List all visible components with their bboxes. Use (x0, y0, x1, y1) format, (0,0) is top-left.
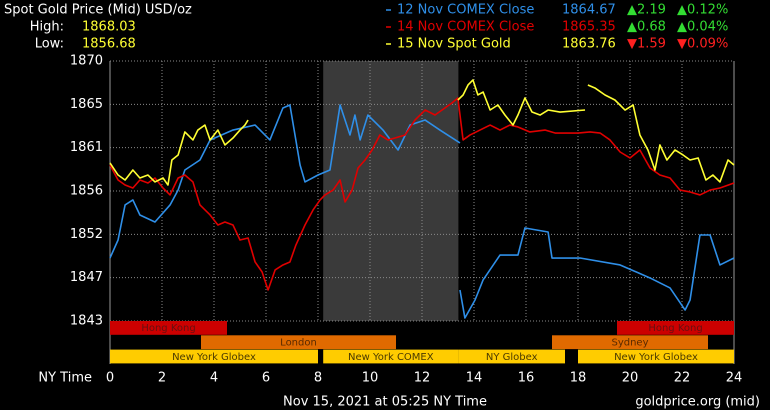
session-bar (578, 349, 734, 364)
legend-name: 15 Nov Spot Gold (397, 37, 511, 52)
x-tick-label: 22 (674, 371, 691, 386)
x-tick-label: 8 (314, 371, 322, 386)
session-label: London (280, 337, 317, 348)
session-bar (323, 349, 459, 364)
session-shade (323, 61, 459, 321)
session-label: NY Globex (486, 352, 538, 363)
high-value: 1868.03 (82, 20, 136, 35)
shade-layer (323, 61, 459, 321)
y-tick-label: 1852 (70, 227, 103, 242)
session-bar (110, 349, 318, 364)
price-line (109, 97, 735, 291)
x-tick-label: 24 (726, 371, 743, 386)
x-tick-label: 10 (362, 371, 379, 386)
x-tick-label: 4 (210, 371, 218, 386)
legend-change-pct: ▼0.09% (677, 37, 728, 52)
x-tick-label: 20 (622, 371, 639, 386)
session-label: Hong Kong (648, 323, 702, 334)
session-bar (201, 335, 396, 350)
source: goldprice.org (mid) (635, 395, 760, 410)
legend-close: 1863.76 (562, 37, 616, 52)
y-tick-label: 1847 (70, 270, 103, 285)
legend-change: ▼1.59 (627, 37, 666, 52)
session-bar (458, 349, 565, 364)
x-tick-label: 0 (106, 371, 114, 386)
legend-name: 12 Nov COMEX Close (397, 3, 534, 18)
x-tick-label: 6 (262, 371, 270, 386)
session-bar (617, 321, 734, 335)
session-label: New York Globex (614, 352, 698, 363)
legend-change: ▲0.68 (627, 20, 666, 35)
timestamp: Nov 15, 2021 at 05:25 NY Time (283, 395, 487, 410)
chart-title: Spot Gold Price (Mid) USD/oz (4, 3, 192, 18)
legend-change-pct: ▲0.04% (677, 20, 728, 35)
y-tick-label: 1843 (70, 314, 103, 329)
price-line (109, 104, 735, 319)
legend-close: 1865.35 (562, 20, 616, 35)
legend-change-pct: ▲0.12% (677, 3, 728, 18)
session-label: New York Globex (172, 352, 256, 363)
low-value: 1856.68 (82, 37, 136, 52)
price-line (109, 79, 735, 186)
x-tick-label: 2 (158, 371, 166, 386)
high-label: High: (30, 20, 64, 35)
session-label: New York COMEX (348, 352, 434, 363)
low-label: Low: (35, 37, 64, 52)
y-tick-label: 1870 (70, 54, 103, 69)
x-tick-label: 14 (466, 371, 483, 386)
x-tick-label: 16 (518, 371, 535, 386)
session-label: Hong Kong (141, 323, 195, 334)
session-label: Sydney (611, 337, 648, 348)
legend-close: 1864.67 (562, 3, 616, 18)
session-bar (110, 321, 227, 335)
x-tick-label: 12 (414, 371, 431, 386)
session-bar (552, 335, 708, 350)
legend-name: 14 Nov COMEX Close (397, 20, 534, 35)
x-tick-label: 18 (570, 371, 587, 386)
x-axis-label: NY Time (38, 371, 92, 386)
y-tick-label: 1856 (70, 184, 103, 199)
y-tick-label: 1861 (70, 140, 103, 155)
y-tick-label: 1865 (70, 97, 103, 112)
legend-change: ▲2.19 (627, 3, 666, 18)
